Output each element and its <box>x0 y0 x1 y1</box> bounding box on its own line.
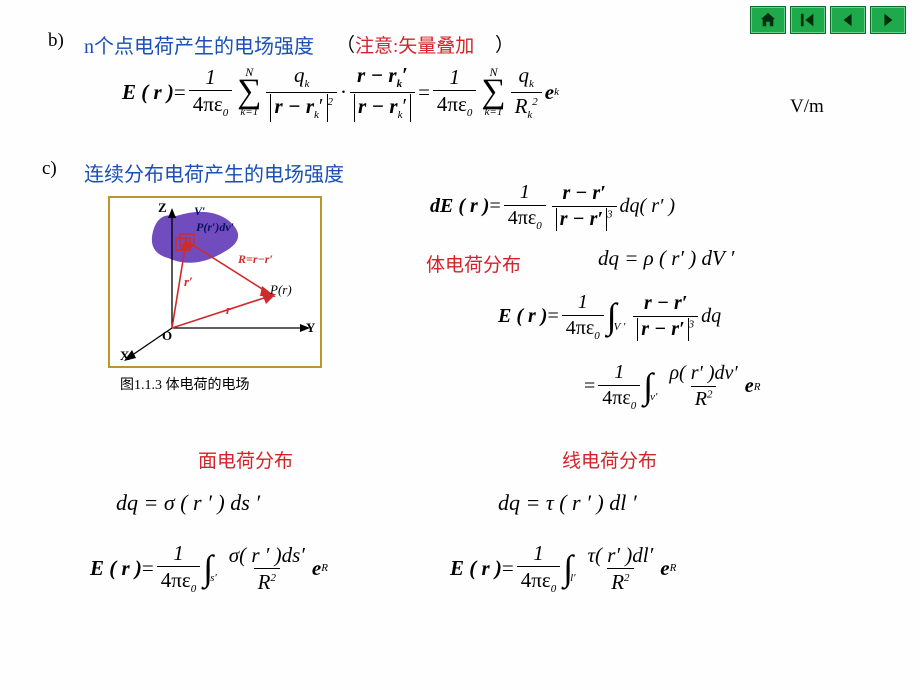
Er: E ( r ) <box>122 80 174 105</box>
first-button[interactable] <box>790 6 826 34</box>
eq-line: E ( r ) = 1 4πε0 ∫l′ τ( r′ )dl′ R2 eR <box>450 540 676 597</box>
dia-rp: r′ <box>184 274 193 290</box>
eq-surf: E ( r ) = 1 4πε0 ∫s′ σ( r ′ )ds′ R2 eR <box>90 540 328 597</box>
section-b-title: n个点电荷产生的电场强度 <box>84 30 314 59</box>
first-icon <box>799 12 817 28</box>
dia-O: O <box>162 328 172 344</box>
home-icon <box>759 12 777 28</box>
dq-vol: dq = ρ ( r′ ) dV ′ <box>598 246 734 271</box>
rrk1: r − r <box>274 94 314 118</box>
prev-button[interactable] <box>830 6 866 34</box>
nav-bar <box>750 6 906 34</box>
diagram-box: Z Y X O V′ P(r′)dv′ R=r−r′ r′ r P(r) <box>108 196 322 368</box>
den-4pe0: 4πε <box>193 92 223 116</box>
section-c-title: 连续分布电荷产生的电场强度 <box>84 158 344 187</box>
equation-dE: dE ( r ) = 1 4πε0 r − r′ r − r′3 dq( r′ … <box>430 180 675 234</box>
eq-vol-2: = 1 4πε0 ∫v′ ρ( r′ )dv′ R2 eR <box>584 360 760 414</box>
eq-sign: = <box>174 80 186 105</box>
home-button[interactable] <box>750 6 786 34</box>
num-1: 1 <box>201 64 220 90</box>
dot: · <box>340 80 347 105</box>
eq-vol-1: E ( r ) = 1 4πε0 ∫V ′ r − r′ r − r′3 dq <box>498 290 721 344</box>
dq-surf: dq = σ ( r ′ ) ds ′ <box>116 490 260 516</box>
qk-sub: k <box>305 78 310 90</box>
next-button[interactable] <box>870 6 906 34</box>
dEr: dE ( r ) <box>430 195 489 218</box>
paren-close: ） <box>495 30 514 57</box>
dia-V: V′ <box>194 204 205 219</box>
dia-Z: Z <box>158 200 167 216</box>
surf-label: 面电荷分布 <box>198 446 293 473</box>
dia-r: r <box>226 302 231 318</box>
sub0: 0 <box>223 107 229 119</box>
dia-X: X <box>120 348 129 364</box>
section-b-note: 注意:矢量叠加 <box>355 31 474 58</box>
section-c-letter: c) <box>42 158 57 180</box>
slide-page: b) n个点电荷产生的电场强度 （ 注意:矢量叠加 ） E ( r ) = 1 … <box>0 0 920 690</box>
dia-Prdv: P(r′)dv′ <box>196 220 234 235</box>
qk-num: q <box>294 63 305 87</box>
dia-Pr: P(r) <box>270 282 292 298</box>
dq-line: dq = τ ( r ′ ) dl ′ <box>498 490 637 516</box>
section-b-letter: b) <box>48 30 64 52</box>
diagram-caption: 图1.1.3 体电荷的电场 <box>120 374 250 394</box>
paren-open: （ <box>336 30 355 57</box>
ek: e <box>545 80 554 105</box>
dia-Req: R=r−r′ <box>238 252 273 267</box>
line-label: 线电荷分布 <box>562 446 657 473</box>
prev-icon <box>839 12 857 28</box>
next-icon <box>879 12 897 28</box>
unit-vm: V/m <box>790 96 824 118</box>
dia-Y: Y <box>306 320 315 336</box>
vol-label: 体电荷分布 <box>426 250 521 277</box>
sigma-k1: k=1 <box>240 108 258 118</box>
equation-b: E ( r ) = 1 4πε0 N ∑ k=1 qk r − rk′2 · r… <box>122 62 559 123</box>
dqr: dq( r′ ) <box>620 195 675 218</box>
